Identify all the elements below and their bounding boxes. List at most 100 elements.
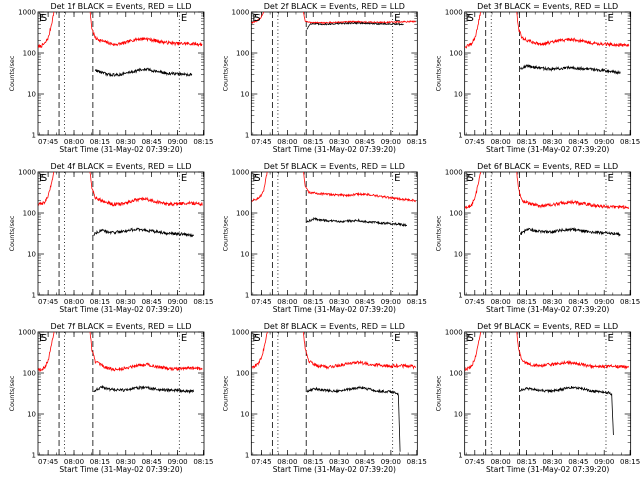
y-axis-label: Counts/sec xyxy=(8,215,16,251)
interval-marker: E xyxy=(394,173,400,184)
interval-marker: E xyxy=(252,13,258,24)
x-tick-label: 07:45 xyxy=(465,458,485,466)
panel-title: Det 8f BLACK = Events, RED = LLD xyxy=(264,322,405,331)
panel-title: Det 4f BLACK = Events, RED = LLD xyxy=(50,162,191,171)
x-tick-label: 08:15 xyxy=(516,138,536,146)
y-tick-label: 100 xyxy=(449,50,462,58)
interval-marker: S xyxy=(468,333,474,344)
y-tick-label: 1 xyxy=(458,132,462,140)
y-axis-label: Counts/sec xyxy=(221,55,229,91)
x-tick-label: 08:00 xyxy=(277,138,297,146)
interval-marker: S xyxy=(41,333,47,344)
panel-title: Det 7f BLACK = Events, RED = LLD xyxy=(50,322,191,331)
x-tick-label: 08:45 xyxy=(142,458,162,466)
x-tick-label: 08:45 xyxy=(355,458,375,466)
lld-series-line xyxy=(464,12,630,49)
lld-series-line xyxy=(38,332,203,373)
x-tick-label: 07:45 xyxy=(465,138,485,146)
y-axis-label: Counts/sec xyxy=(435,215,443,251)
det-panel-1: Det 1f BLACK = Events, RED = LLD 1 10 100 10… xyxy=(8,2,214,154)
events-series-line xyxy=(94,67,193,78)
x-tick-label: 08:15 xyxy=(620,298,640,306)
det-panel-9: Det 9f BLACK = Events, RED = LLD 1 10 100 10… xyxy=(435,322,640,474)
det-panel-5: Det 5f BLACK = Events, RED = LLD 1 10 100 10… xyxy=(221,162,427,314)
y-tick-label: 1000 xyxy=(232,9,250,17)
y-tick-label: 1 xyxy=(245,292,249,300)
y-axis-label: Counts/sec xyxy=(221,375,229,411)
x-axis-label: Start Time (31-May-02 07:39:20) xyxy=(486,465,609,474)
y-tick-label: 100 xyxy=(236,370,249,378)
interval-marker: S xyxy=(254,13,260,24)
panel-title: Det 3f BLACK = Events, RED = LLD xyxy=(477,2,618,11)
y-tick-label: 100 xyxy=(236,210,249,218)
y-tick-label: 10 xyxy=(454,411,463,419)
x-tick-label: 08:00 xyxy=(64,298,84,306)
x-axis-label: Start Time (31-May-02 07:39:20) xyxy=(59,305,182,314)
interval-marker: E xyxy=(608,333,614,344)
plot-frame xyxy=(464,171,632,296)
y-tick-label: 1 xyxy=(32,452,36,460)
x-tick-label: 08:00 xyxy=(64,458,84,466)
y-tick-label: 1 xyxy=(32,132,36,140)
y-tick-label: 10 xyxy=(27,251,36,259)
x-tick-label: 09:00 xyxy=(381,458,401,466)
x-axis-label: Start Time (31-May-02 07:39:20) xyxy=(273,145,396,154)
events-series-line xyxy=(519,226,621,238)
x-axis-label: Start Time (31-May-02 07:39:20) xyxy=(486,305,609,314)
lld-series-line xyxy=(464,172,630,210)
plot-frame xyxy=(464,11,632,136)
interval-marker: S xyxy=(41,13,47,24)
panel-title: Det 1f BLACK = Events, RED = LLD xyxy=(50,2,191,11)
interval-marker: E xyxy=(39,173,45,184)
x-tick-label: 08:45 xyxy=(355,138,375,146)
x-tick-label: 08:00 xyxy=(491,298,511,306)
interval-marker: S xyxy=(41,173,47,184)
det-panel-8: Det 8f BLACK = Events, RED = LLD 1 10 100 10… xyxy=(221,322,427,474)
x-tick-label: 07:45 xyxy=(38,138,58,146)
y-tick-label: 1000 xyxy=(18,9,36,17)
x-tick-label: 08:45 xyxy=(568,138,588,146)
plot-frame xyxy=(37,331,205,456)
x-tick-label: 08:15 xyxy=(193,458,213,466)
lld-series-line xyxy=(38,172,203,207)
x-tick-label: 08:30 xyxy=(329,298,349,306)
det-panel-2: Det 2f BLACK = Events, RED = LLD 1 10 100 10… xyxy=(221,2,427,154)
x-tick-label: 09:00 xyxy=(594,458,614,466)
y-tick-label: 10 xyxy=(454,251,463,259)
x-tick-label: 07:45 xyxy=(251,458,271,466)
x-axis-label: Start Time (31-May-02 07:39:20) xyxy=(273,465,396,474)
y-tick-label: 1000 xyxy=(232,329,250,337)
x-tick-label: 08:15 xyxy=(620,458,640,466)
x-tick-label: 08:00 xyxy=(277,298,297,306)
events-series-line xyxy=(93,227,194,238)
det-panel-7: Det 7f BLACK = Events, RED = LLD 1 10 100 10… xyxy=(8,322,214,474)
interval-marker: E xyxy=(608,173,614,184)
interval-marker: E xyxy=(181,333,187,344)
x-tick-label: 09:00 xyxy=(167,138,187,146)
x-tick-label: 08:30 xyxy=(116,298,136,306)
x-tick-label: 08:15 xyxy=(90,298,110,306)
x-tick-label: 08:00 xyxy=(491,458,511,466)
x-tick-label: 09:00 xyxy=(167,458,187,466)
y-tick-label: 1000 xyxy=(445,169,463,177)
interval-marker: E xyxy=(181,173,187,184)
y-tick-label: 10 xyxy=(27,411,36,419)
y-tick-label: 10 xyxy=(240,91,249,99)
x-tick-label: 09:00 xyxy=(594,298,614,306)
x-tick-label: 08:00 xyxy=(491,138,511,146)
y-tick-label: 100 xyxy=(236,50,249,58)
x-tick-label: 08:15 xyxy=(407,458,427,466)
y-axis-label: Counts/sec xyxy=(435,55,443,91)
x-tick-label: 07:45 xyxy=(38,458,58,466)
x-tick-label: 08:30 xyxy=(542,138,562,146)
y-tick-label: 1000 xyxy=(18,329,36,337)
y-tick-label: 1000 xyxy=(18,169,36,177)
panel-title: Det 2f BLACK = Events, RED = LLD xyxy=(264,2,405,11)
x-tick-label: 08:00 xyxy=(277,458,297,466)
panel-title: Det 5f BLACK = Events, RED = LLD xyxy=(264,162,405,171)
x-tick-label: 09:00 xyxy=(594,138,614,146)
y-axis-label: Counts/sec xyxy=(8,55,16,91)
y-axis-label: Counts/sec xyxy=(8,375,16,411)
x-axis-label: Start Time (31-May-02 07:39:20) xyxy=(59,465,182,474)
y-axis-label: Counts/sec xyxy=(435,375,443,411)
